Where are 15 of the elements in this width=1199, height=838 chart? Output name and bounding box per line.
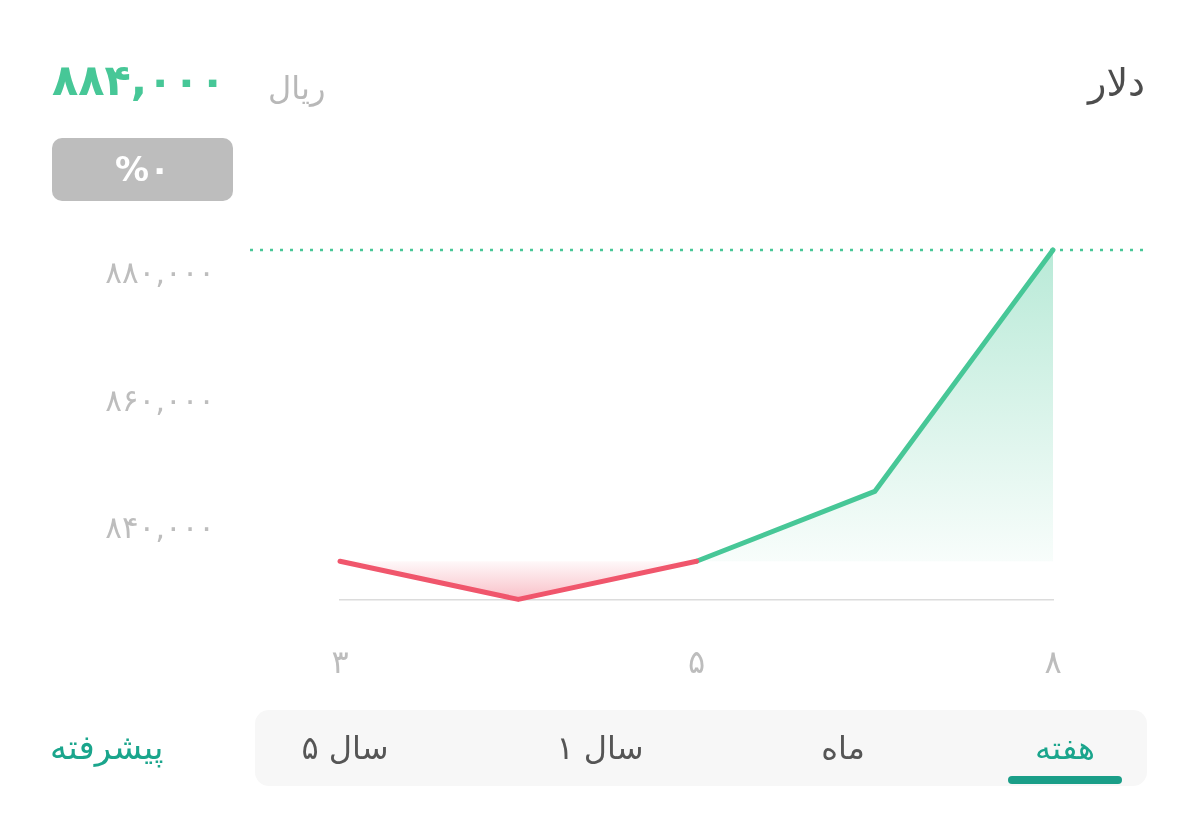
text: ریال bbox=[268, 69, 326, 107]
x-tick-label: ۸ bbox=[1044, 642, 1062, 681]
text: ۵ سال bbox=[301, 728, 389, 767]
chart-subtitle: ۸۸۴,۰۰۰ bbox=[52, 55, 226, 106]
text: ماه bbox=[821, 728, 865, 767]
chart-title: دلار bbox=[1088, 61, 1145, 106]
y-tick-label: ۸۶۰,۰۰۰ bbox=[105, 381, 215, 418]
y-tick-label: ۸۸۰,۰۰۰ bbox=[105, 254, 215, 291]
x-tick-label: ۳ bbox=[331, 642, 349, 681]
y-tick-label: ۸۴۰,۰۰۰ bbox=[105, 508, 215, 545]
text: ۱ سال bbox=[556, 728, 644, 767]
text: پیشرفته bbox=[50, 727, 164, 768]
x-tick-label: ۵ bbox=[687, 642, 706, 681]
percent-badge: %۰ bbox=[52, 138, 233, 201]
text: هفته bbox=[1035, 728, 1095, 767]
